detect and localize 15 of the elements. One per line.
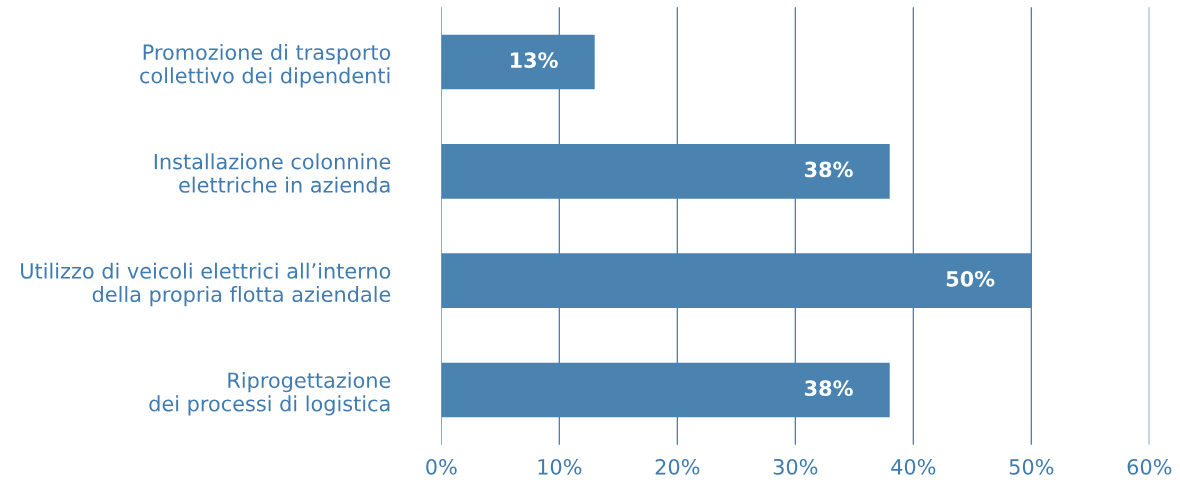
- data-label: 38%: [805, 380, 853, 397]
- x-tick-label: 0%: [426, 458, 457, 475]
- data-label: 13%: [510, 52, 558, 69]
- y-tick-label: Utilizzo di veicoli elettrici all’interno della propria flotta aziendale: [21, 262, 391, 307]
- y-tick-label: Riprogettazione dei processi di logistica: [149, 372, 391, 416]
- y-tick-label: Promozione di trasporto collettivo dei dipendenti: [140, 43, 391, 88]
- x-tick-label: 60%: [1127, 458, 1172, 475]
- x-tick-label: 30%: [773, 458, 818, 475]
- x-tick-label: 10%: [538, 458, 582, 475]
- data-label: 38%: [805, 161, 853, 178]
- x-tick-label: 50%: [1009, 458, 1054, 475]
- data-label: 50%: [946, 270, 995, 287]
- x-tick-label: 40%: [891, 458, 936, 475]
- x-tick-label: 20%: [655, 458, 700, 475]
- y-tick-label: Installazione colonnine elettriche in azienda: [154, 153, 391, 193]
